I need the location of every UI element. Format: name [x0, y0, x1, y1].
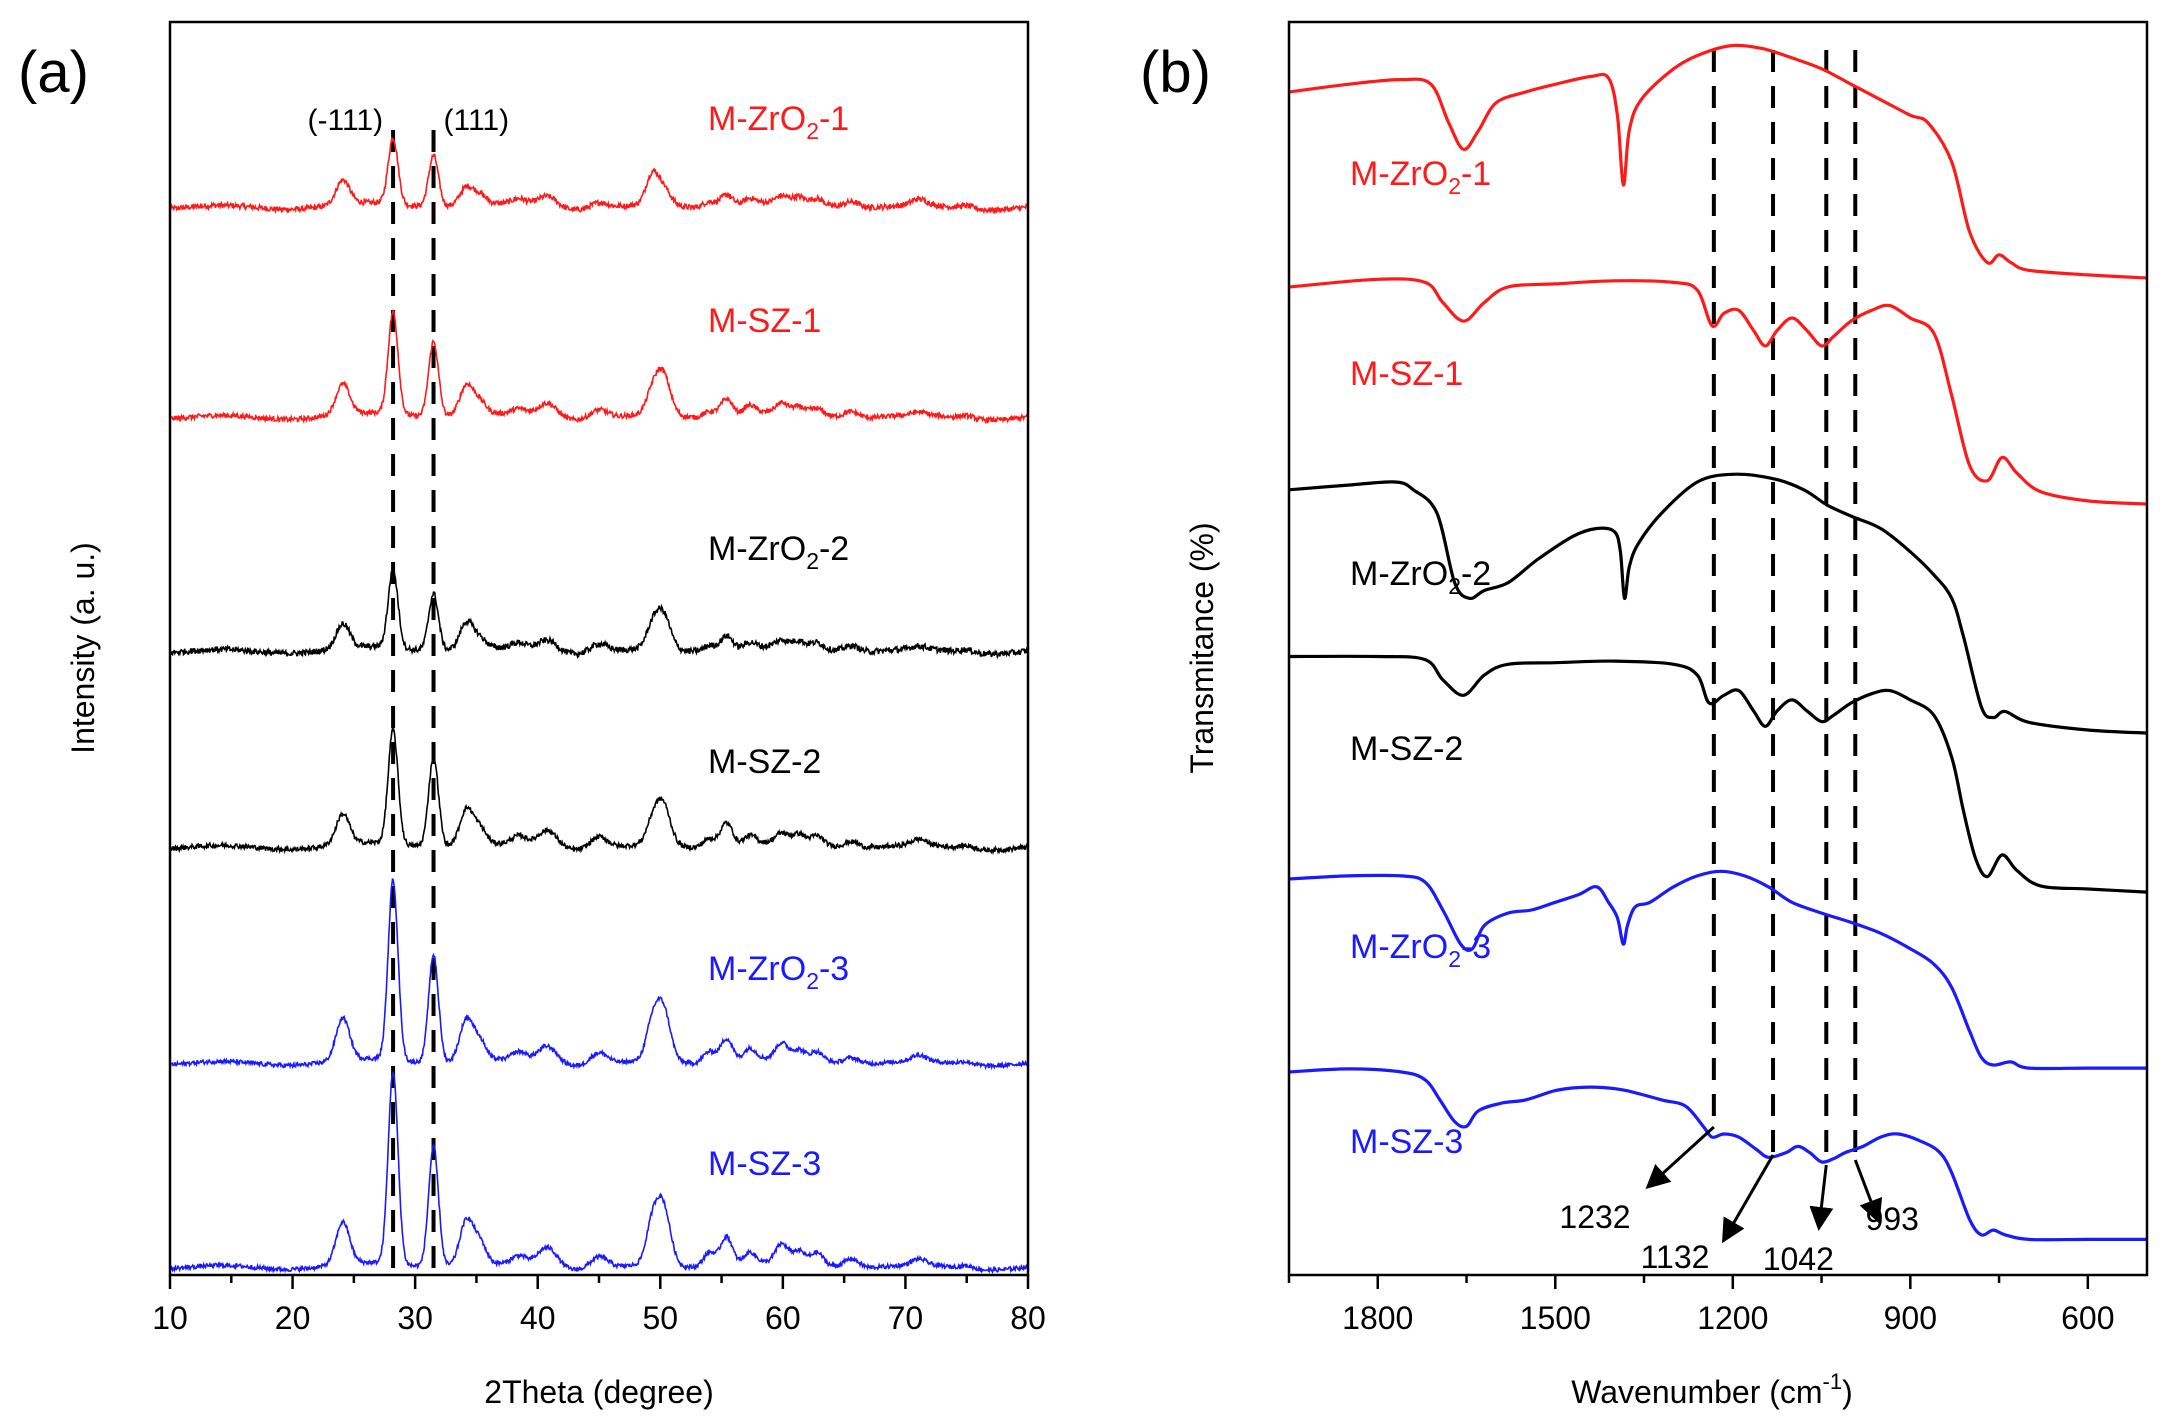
x-tick-label: 10 [152, 1300, 188, 1336]
series-label: M-ZrO2-3 [708, 950, 849, 994]
series-label-suffix: -3 [819, 950, 849, 988]
series-label-main: M-ZrO [1350, 928, 1448, 966]
panel-a-label: (a) [18, 40, 89, 105]
series-label: M-ZrO2-3 [1350, 928, 1491, 972]
panel-a-frame [168, 20, 1030, 1277]
panel-b-label: (b) [1140, 40, 1211, 105]
panel-a-x-axis: 10 20 30 40 50 60 70 80 [152, 1275, 1046, 1336]
annotation-label: 1042 [1763, 1241, 1834, 1277]
x-tick-label: 900 [1884, 1300, 1937, 1336]
annotation-arrow [1809, 1164, 1834, 1231]
panel-a-x-axis-label: 2Theta (degree) [484, 1374, 713, 1410]
x-tick-label: 80 [1010, 1300, 1046, 1336]
annotation-arrow [1721, 1154, 1775, 1244]
ftir-series-line [1288, 654, 2148, 894]
series-label-main: M-ZrO [1350, 555, 1448, 593]
xrd-series-group [169, 136, 1029, 1275]
series-label-subscript: 2 [1448, 573, 1461, 599]
x-tick-label: 1500 [1520, 1300, 1591, 1336]
series-label: M-SZ-3 [708, 1145, 821, 1183]
series-label-main: M-SZ-3 [708, 1145, 821, 1183]
ftir-series-line [1288, 43, 2148, 280]
x-tick-label: 70 [888, 1300, 924, 1336]
series-label-main: M-SZ-2 [708, 743, 821, 781]
x-tick-label: 1800 [1342, 1300, 1413, 1336]
annotation-label: 993 [1866, 1201, 1919, 1237]
series-label-suffix: -3 [1461, 928, 1491, 966]
annotation-label: 1232 [1559, 1199, 1630, 1235]
x-tick-label: 50 [642, 1300, 678, 1336]
panel-b-ftir: (b) M-ZrO2-1M-SZ-1M-ZrO2-2M-SZ-2M-ZrO2-3… [1140, 20, 2149, 1410]
ftir-series-line [1288, 1067, 2147, 1242]
series-label-subscript: 2 [1448, 173, 1461, 199]
peak-reference-lines: (-111) (111) [308, 104, 510, 1275]
series-label-main: M-SZ-2 [1350, 730, 1463, 768]
ftir-series-line [1288, 277, 2148, 506]
series-label-main: M-SZ-3 [1350, 1123, 1463, 1161]
xrd-series-line [169, 725, 1029, 855]
series-label: M-ZrO2-1 [708, 100, 849, 144]
xrd-series-labels: M-ZrO2-1M-SZ-1M-ZrO2-2M-SZ-2M-ZrO2-3M-SZ… [708, 100, 849, 1183]
panel-b-y-axis-label: Transmitance (%) [1184, 522, 1220, 773]
wavenumber-marker-lines [1711, 50, 1858, 1165]
series-label-main: M-ZrO [708, 950, 806, 988]
x-tick-label: 40 [520, 1300, 556, 1336]
ftir-series-group [1288, 43, 2148, 1242]
x-tick-label: 600 [2061, 1300, 2114, 1336]
peak-label: (-111) [308, 104, 384, 137]
series-label: M-SZ-3 [1350, 1123, 1463, 1161]
series-label: M-SZ-2 [708, 743, 821, 781]
ftir-series-line [1288, 869, 2148, 1071]
series-label-main: M-SZ-1 [1350, 355, 1463, 393]
series-label-suffix: -1 [1461, 155, 1491, 193]
x-tick-label: 60 [765, 1300, 801, 1336]
series-label: M-ZrO2-2 [1350, 555, 1491, 599]
series-label: M-SZ-1 [708, 302, 821, 340]
series-label-subscript: 2 [806, 548, 819, 574]
annotation-arrow [1645, 1125, 1715, 1190]
xrd-series-line [169, 136, 1029, 215]
panel-b-x-axis-label: Wavenumber (cm-1) [1571, 1369, 1853, 1410]
series-label: M-ZrO2-2 [708, 530, 849, 574]
series-label-suffix: -2 [1461, 555, 1491, 593]
series-label-subscript: 2 [806, 968, 819, 994]
series-label-main: M-ZrO [1350, 155, 1448, 193]
series-label: M-SZ-2 [1350, 730, 1463, 768]
panel-a-y-axis-label: Intensity (a. u.) [65, 542, 101, 754]
xrd-series-line [169, 877, 1029, 1071]
x-tick-label: 30 [397, 1300, 433, 1336]
series-label-main: M-ZrO [708, 530, 806, 568]
ftir-series-line [1288, 472, 2148, 735]
wavenumber-annotations: 1232 1132 1042 993 [1559, 1125, 1919, 1277]
xrd-series-line [169, 567, 1029, 660]
annotation-arrow [1853, 1159, 1883, 1224]
ftir-series-labels: M-ZrO2-1M-SZ-1M-ZrO2-2M-SZ-2M-ZrO2-3M-SZ… [1350, 155, 1491, 1161]
x-tick-label: 20 [275, 1300, 311, 1336]
annotation-label: 1132 [1641, 1239, 1710, 1275]
xrd-series-line [169, 309, 1029, 425]
series-label-suffix: -2 [819, 530, 849, 568]
series-label-subscript: 2 [806, 118, 819, 144]
panel-b-frame [1287, 20, 2149, 1277]
series-label: M-SZ-1 [1350, 355, 1463, 393]
series-label-suffix: -1 [819, 100, 849, 138]
series-label-subscript: 2 [1448, 946, 1461, 972]
panel-b-x-axis: 1800 1500 1200 900 600 [1287, 1275, 2115, 1336]
peak-label: (111) [444, 104, 510, 137]
series-label-main: M-ZrO [708, 100, 806, 138]
x-tick-label: 1200 [1697, 1300, 1768, 1336]
panel-a-xrd: (a) (-111) (111) M-ZrO2-1M-SZ-1M-ZrO2-2M-… [18, 20, 1046, 1410]
xrd-series-line [169, 1070, 1029, 1275]
series-label: M-ZrO2-1 [1350, 155, 1491, 199]
series-label-main: M-SZ-1 [708, 302, 821, 340]
